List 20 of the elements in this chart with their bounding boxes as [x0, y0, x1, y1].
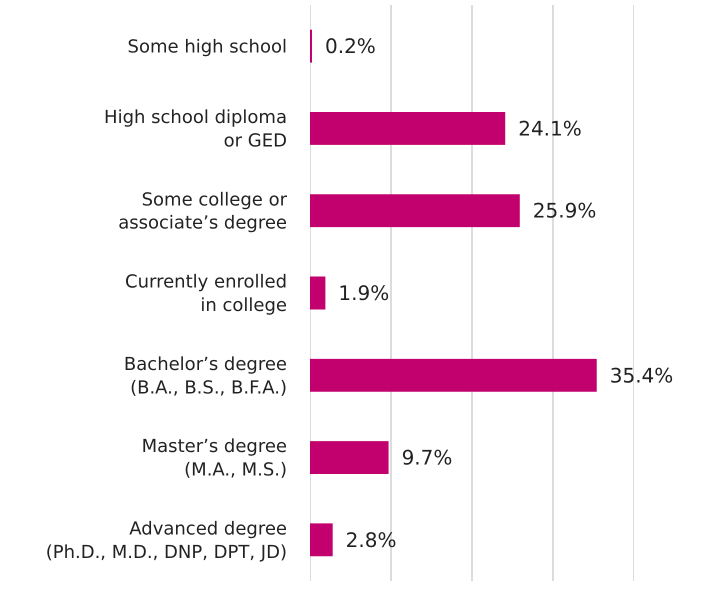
bar [310, 276, 326, 310]
y-tick-label: High school diploma or GED [104, 107, 287, 152]
bar [310, 194, 520, 228]
data-label: 35.4% [600, 363, 674, 388]
y-tick-label: Master’s degree (M.A., M.S.) [142, 436, 287, 481]
bar [310, 358, 597, 392]
bar [310, 441, 389, 474]
data-label: 9.7% [392, 446, 452, 470]
y-tick-label: Bachelor’s degree (B.A., B.S., B.F.A.) [124, 354, 287, 398]
data-label: 2.8% [336, 528, 396, 552]
y-tick-label: Some high school [128, 36, 287, 58]
bar [310, 112, 506, 145]
y-tick-label: Some college or associate’s degree [118, 189, 288, 234]
y-tick-label: Advanced degree (Ph.D., M.D., DNP, DPT, JD) [46, 518, 287, 563]
y-tick-label: Currently enrolled in college [125, 272, 287, 316]
data-label: 25.9% [522, 198, 596, 223]
bar [310, 523, 333, 556]
data-label: 24.1% [508, 116, 582, 140]
data-label: 0.2% [315, 34, 376, 58]
data-label: 1.9% [328, 281, 390, 305]
